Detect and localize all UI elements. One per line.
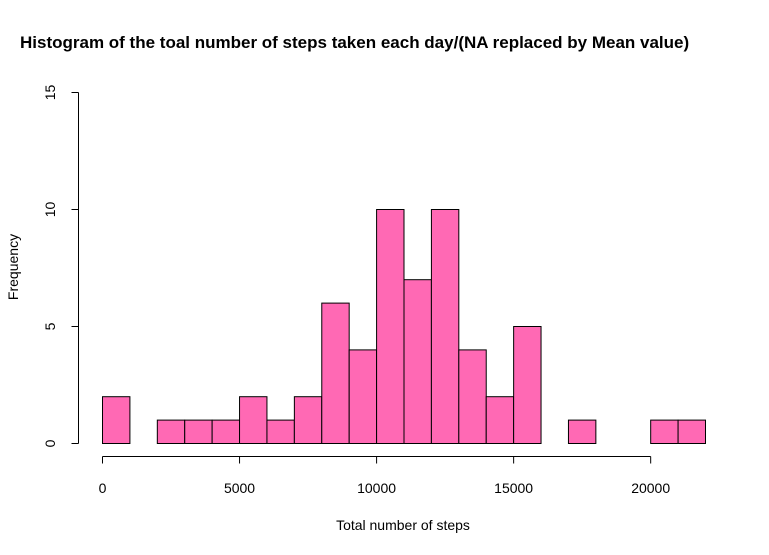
histogram-bar-3: [184, 419, 213, 445]
histogram-bar-10: [376, 209, 405, 444]
histogram-bar-17: [567, 419, 597, 445]
x-tick-label-4: 20000: [631, 480, 670, 496]
histogram-bar-15: [513, 326, 542, 444]
histogram-bar-11: [403, 279, 432, 445]
bars-group: [102, 209, 706, 445]
x-axis: 0 5000 10000 15000 20000: [99, 456, 670, 496]
histogram-bar-7: [293, 396, 323, 445]
y-tick-label-2: 10: [42, 202, 58, 218]
y-tick-label-0: 0: [42, 439, 58, 447]
histogram-bar-13: [458, 349, 487, 444]
x-tick-label-0: 0: [99, 480, 107, 496]
histogram-bar-12: [430, 209, 460, 444]
y-tick-label-1: 5: [42, 322, 58, 330]
histogram-bar-20: [650, 419, 679, 445]
chart-title: Histogram of the toal number of steps ta…: [20, 33, 689, 52]
histogram-bar-4: [211, 419, 241, 445]
histogram-bar-0: [102, 396, 131, 445]
histogram-bar-8: [321, 302, 350, 444]
y-axis-label: Frequency: [5, 234, 21, 300]
histogram-bar-6: [266, 419, 295, 445]
histogram-bar-14: [485, 396, 515, 445]
histogram-bar-5: [239, 396, 268, 445]
x-tick-label-1: 5000: [224, 480, 255, 496]
histogram-bar-21: [677, 419, 706, 445]
y-axis: 0 5 10 15: [42, 85, 79, 447]
histogram-bar-9: [348, 349, 378, 444]
x-tick-label-3: 15000: [494, 480, 533, 496]
y-tick-label-3: 15: [42, 85, 58, 101]
histogram-bar-2: [156, 419, 186, 445]
x-tick-label-2: 10000: [357, 480, 396, 496]
x-axis-label: Total number of steps: [336, 517, 470, 533]
